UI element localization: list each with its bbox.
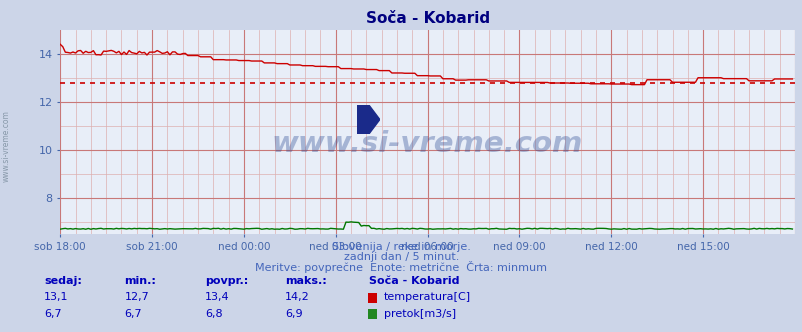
Text: 13,1: 13,1: [44, 292, 69, 302]
Text: pretok[m3/s]: pretok[m3/s]: [383, 309, 456, 319]
Text: zadnji dan / 5 minut.: zadnji dan / 5 minut.: [343, 252, 459, 262]
Text: sedaj:: sedaj:: [44, 276, 82, 286]
Text: 12,7: 12,7: [124, 292, 149, 302]
Text: 6,7: 6,7: [124, 309, 142, 319]
Title: Soča - Kobarid: Soča - Kobarid: [365, 11, 489, 26]
Polygon shape: [357, 105, 379, 134]
Text: 14,2: 14,2: [285, 292, 310, 302]
Text: 13,4: 13,4: [205, 292, 229, 302]
Text: min.:: min.:: [124, 276, 156, 286]
Text: Slovenija / reke in morje.: Slovenija / reke in morje.: [332, 242, 470, 252]
Text: www.si-vreme.com: www.si-vreme.com: [272, 130, 582, 158]
Text: www.si-vreme.com: www.si-vreme.com: [2, 110, 11, 182]
Polygon shape: [357, 105, 368, 120]
Text: Meritve: povprečne  Enote: metrične  Črta: minmum: Meritve: povprečne Enote: metrične Črta:…: [255, 261, 547, 273]
Text: povpr.:: povpr.:: [205, 276, 248, 286]
Polygon shape: [357, 120, 368, 134]
Text: Soča - Kobarid: Soča - Kobarid: [369, 276, 460, 286]
Text: 6,8: 6,8: [205, 309, 222, 319]
Text: 6,9: 6,9: [285, 309, 302, 319]
Text: 6,7: 6,7: [44, 309, 62, 319]
Text: temperatura[C]: temperatura[C]: [383, 292, 470, 302]
Text: maks.:: maks.:: [285, 276, 326, 286]
